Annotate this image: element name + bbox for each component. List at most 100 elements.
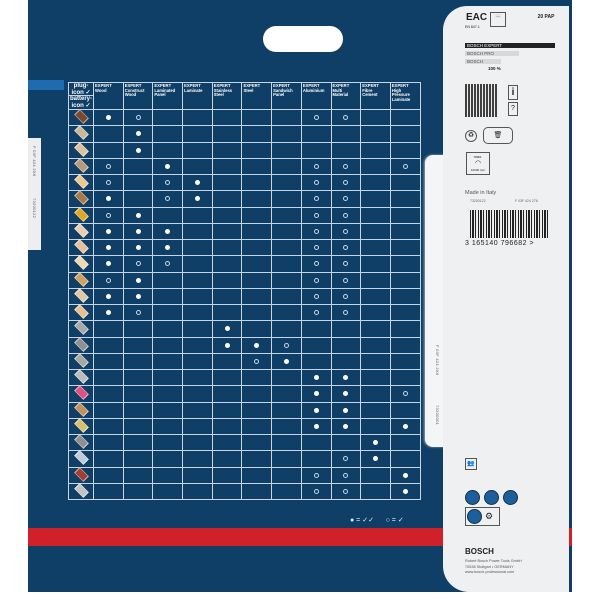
suitability-cell: [241, 287, 273, 306]
ean-number: 3 165140 796682 >: [465, 240, 535, 247]
suitability-cell: [389, 222, 421, 241]
suitability-cell: [93, 466, 124, 484]
suitability-cell: [300, 190, 332, 208]
suitability-cell: [360, 255, 391, 273]
material-cell: [68, 238, 94, 257]
suitability-cell: [241, 368, 273, 387]
suitability-cell: [330, 303, 362, 322]
column-header: EXPERT Steel: [241, 82, 273, 110]
suitable-dot: [313, 212, 319, 218]
hang-hole: [263, 26, 343, 52]
suitability-cell: [93, 385, 124, 403]
material-cell: [68, 190, 94, 208]
red-stripe: [28, 528, 572, 546]
right-tab-code: F 03F 424 2X6: [435, 345, 440, 376]
suitable-dot: [343, 472, 349, 478]
highly-suitable-dot: [402, 472, 408, 478]
legend-open: ○ = ✓: [385, 517, 404, 524]
suitability-cell: [360, 125, 391, 143]
suitability-cell: [93, 336, 124, 354]
highly-suitable-dot: [283, 358, 289, 364]
suitability-cell: [152, 125, 184, 143]
suitable-dot: [313, 245, 319, 251]
suitable-dot: [135, 261, 141, 267]
suitability-cell: [300, 125, 332, 143]
suitability-cell: [360, 271, 391, 289]
suitability-cell: [122, 336, 154, 354]
grade-bar: BOSCH PRO: [465, 51, 519, 56]
suitability-cell: [93, 287, 124, 306]
suitability-cell: [271, 141, 302, 159]
material-icon: [73, 125, 89, 141]
suitability-cell: [360, 190, 391, 208]
recycle-pap-icon: 20 PAP: [537, 14, 555, 20]
dust-mask-icon: [503, 490, 518, 505]
suitability-cell: [271, 157, 302, 176]
suitability-cell: [122, 108, 154, 127]
table-row: [68, 482, 421, 501]
suitability-cell: [271, 401, 302, 419]
suitability-cell: [241, 238, 273, 257]
suitability-cell: [152, 157, 184, 176]
suitability-cell: [182, 271, 213, 289]
suitability-cell: [330, 401, 362, 419]
disposal-icon: 🗑: [483, 127, 513, 144]
suitability-cell: [211, 125, 243, 143]
suitable-dot: [135, 310, 141, 316]
suitability-cell: [300, 157, 332, 176]
suitable-dot: [105, 180, 111, 186]
warning-icons: ⚙: [465, 507, 500, 526]
suitability-cell: [300, 401, 332, 419]
highly-suitable-dot: [105, 115, 111, 121]
suitability-cell: [330, 238, 362, 257]
recycling-icon: ♻: [465, 130, 477, 142]
suitability-cell: [389, 190, 421, 208]
application-table: plug-icon ✓ battery-icon ✓ EXPERT Wood EX…: [68, 82, 421, 501]
suitability-cell: [152, 238, 184, 257]
material-cell: [68, 157, 94, 176]
suitability-cell: [93, 206, 124, 224]
suitability-cell: [122, 255, 154, 273]
table-row: [68, 401, 421, 419]
left-tab: F 03F 424 2X6 73200122: [28, 138, 41, 250]
suitability-cell: [330, 173, 362, 192]
suitability-cell: [241, 336, 273, 354]
suitability-cell: [300, 433, 332, 452]
material-icon: [73, 190, 89, 206]
highly-suitable-dot: [402, 423, 408, 429]
suitability-cell: [241, 433, 273, 452]
suitable-dot: [313, 115, 319, 121]
suitability-cell: [211, 450, 243, 468]
suitable-dot: [343, 310, 349, 316]
suitable-dot: [105, 212, 111, 218]
code-left: 73200122: [470, 199, 486, 203]
suitability-cell: [271, 287, 302, 306]
suitability-cell: [330, 125, 362, 143]
material-icon: [73, 304, 89, 319]
material-icon: [73, 239, 89, 254]
suitability-cell: [330, 206, 362, 224]
suitable-dot: [343, 115, 349, 121]
suitability-cell: [360, 352, 391, 371]
table-row: [68, 190, 421, 208]
material-cell: [68, 206, 94, 224]
table-row: [68, 141, 421, 159]
suitability-cell: [389, 303, 421, 322]
material-icon: [73, 385, 89, 401]
suitability-cell: [182, 433, 213, 452]
suitability-cell: [389, 206, 421, 224]
suitability-cell: [211, 417, 243, 436]
max-speed-icon: max. ◠ 10000 rpm: [466, 152, 490, 175]
suitability-cell: [211, 157, 243, 176]
suitability-cell: [389, 157, 421, 176]
material-cell: [68, 401, 94, 419]
suitability-cell: [389, 466, 421, 484]
suitability-cell: [211, 173, 243, 192]
suitable-dot: [135, 115, 141, 121]
suitability-cell: [211, 466, 243, 484]
suitability-cell: [211, 238, 243, 257]
suitability-cell: [330, 466, 362, 484]
legend: ● = ✓✓ ○ = ✓: [350, 516, 404, 524]
suitability-cell: [152, 287, 184, 306]
suitability-cell: [300, 173, 332, 192]
